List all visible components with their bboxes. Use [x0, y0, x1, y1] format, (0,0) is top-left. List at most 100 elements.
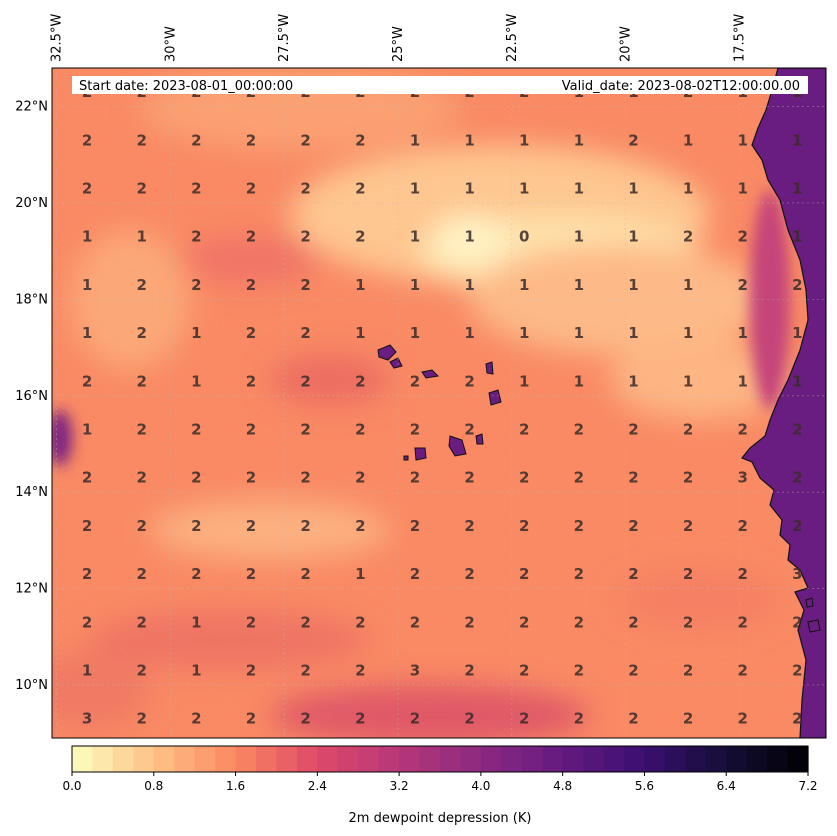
colorbar-swatch — [583, 746, 605, 772]
grid-value: 2 — [191, 806, 201, 824]
grid-value: 1 — [628, 276, 638, 294]
colorbar-tick-label: 7.2 — [798, 779, 817, 793]
colorbar-tick-label: 4.8 — [553, 779, 572, 793]
grid-value: 2 — [191, 565, 201, 583]
grid-value: 2 — [683, 806, 693, 824]
grid-value: 2 — [738, 710, 748, 728]
grid-value: 2 — [191, 228, 201, 246]
grid-value: 2 — [464, 517, 474, 535]
grid-value: 2 — [246, 613, 256, 631]
grid-value: 2 — [683, 662, 693, 680]
grid-value: 2 — [464, 613, 474, 631]
grid-value: 2 — [246, 469, 256, 487]
grid-value: 2 — [137, 276, 147, 294]
grid-value: 2 — [792, 276, 802, 294]
grid-value: 1 — [574, 228, 584, 246]
grid-value: 2 — [82, 806, 92, 824]
grid-value: 2 — [464, 662, 474, 680]
colorbar-swatch — [256, 746, 278, 772]
grid-value: 2 — [683, 565, 693, 583]
colorbar-tick-label: 3.2 — [390, 779, 409, 793]
map-frame — [51, 67, 827, 739]
grid-value: 2 — [574, 517, 584, 535]
valid-date-label: Valid_date: 2023-08-02T12:00:00.00 — [562, 79, 800, 94]
colorbar-tick-label: 0.8 — [144, 779, 163, 793]
grid-value: 2 — [191, 180, 201, 198]
grid-value: 1 — [355, 276, 365, 294]
graticule — [52, 68, 826, 738]
island-group — [377, 344, 821, 633]
grid-value: 2 — [628, 662, 638, 680]
grid-value: 3 — [410, 662, 420, 680]
colorbar-swatch — [358, 746, 380, 772]
grid-value: 2 — [628, 517, 638, 535]
grid-value: 1 — [628, 228, 638, 246]
grid-value: 2 — [738, 565, 748, 583]
grid-value: 2 — [628, 806, 638, 824]
grid-value: 2 — [137, 469, 147, 487]
grid-value: 3 — [574, 806, 584, 824]
colorbar-swatch — [194, 746, 216, 772]
colorbar-swatch — [317, 746, 339, 772]
colorbar-swatch — [174, 746, 196, 772]
colorbar-ticks: 0.0 0.8 1.6 2.4 3.2 4.0 4.8 5.6 6.4 7.2 — [62, 772, 818, 793]
grid-value: 2 — [464, 710, 474, 728]
grid-value: 1 — [82, 276, 92, 294]
grid-value: 2 — [300, 565, 310, 583]
grid-value: 1 — [355, 324, 365, 342]
latitude-label: 16°N — [15, 389, 48, 404]
colorbar-swatch — [767, 746, 789, 772]
colorbar-swatch — [644, 746, 666, 772]
grid-value: 2 — [628, 131, 638, 149]
grid-value: 2 — [246, 276, 256, 294]
grid-value: 2 — [137, 517, 147, 535]
grid-value: 2 — [683, 517, 693, 535]
grid-value: 2 — [738, 806, 748, 824]
colorbar-swatch — [562, 746, 584, 772]
grid-value: 2 — [410, 372, 420, 390]
grid-value: 1 — [628, 324, 638, 342]
grid-value: 1 — [464, 324, 474, 342]
colorbar-swatch — [215, 746, 237, 772]
grid-value: 2 — [300, 372, 310, 390]
grid-value: 2 — [82, 613, 92, 631]
latitude-label: 22°N — [15, 100, 48, 115]
grid-value: 1 — [738, 180, 748, 198]
grid-value: 1 — [792, 180, 802, 198]
grid-value: 2 — [300, 324, 310, 342]
grid-value: 2 — [137, 421, 147, 439]
grid-value: 2 — [137, 180, 147, 198]
grid-value: 1 — [738, 131, 748, 149]
colorbar-tick-label: 0.0 — [62, 779, 81, 793]
latitude-labels: 22°N 20°N 18°N 16°N 14°N 12°N 10°N — [15, 100, 48, 693]
grid-value: 2 — [628, 565, 638, 583]
grid-value: 2 — [792, 421, 802, 439]
grid-value: 2 — [246, 710, 256, 728]
grid-value: 2 — [82, 517, 92, 535]
grid-value: 2 — [410, 710, 420, 728]
grid-value: 2 — [300, 613, 310, 631]
grid-value: 2 — [574, 710, 584, 728]
grid-value: 1 — [519, 276, 529, 294]
grid-value: 1 — [519, 180, 529, 198]
grid-value: 2 — [519, 421, 529, 439]
map-panel[interactable]: 2222222221121152222221111211152222221111… — [30, 68, 837, 824]
grid-value: 1 — [191, 372, 201, 390]
grid-value: 2 — [300, 662, 310, 680]
grid-value: 1 — [792, 228, 802, 246]
grid-value: 2 — [355, 662, 365, 680]
grid-value: 2 — [628, 469, 638, 487]
grid-value: 2 — [792, 613, 802, 631]
grid-value: 1 — [574, 180, 584, 198]
longitude-label: 27.5°W — [277, 14, 292, 62]
grid-value: 2 — [191, 421, 201, 439]
grid-value: 2 — [300, 806, 310, 824]
grid-value: 2 — [191, 517, 201, 535]
grid-value: 3 — [738, 469, 748, 487]
colorbar-swatch — [480, 746, 502, 772]
colorbar-tick-label: 1.6 — [226, 779, 245, 793]
grid-value: 2 — [628, 710, 638, 728]
grid-value: 1 — [519, 372, 529, 390]
colorbar-swatch — [726, 746, 748, 772]
africa-landmass — [741, 68, 826, 738]
